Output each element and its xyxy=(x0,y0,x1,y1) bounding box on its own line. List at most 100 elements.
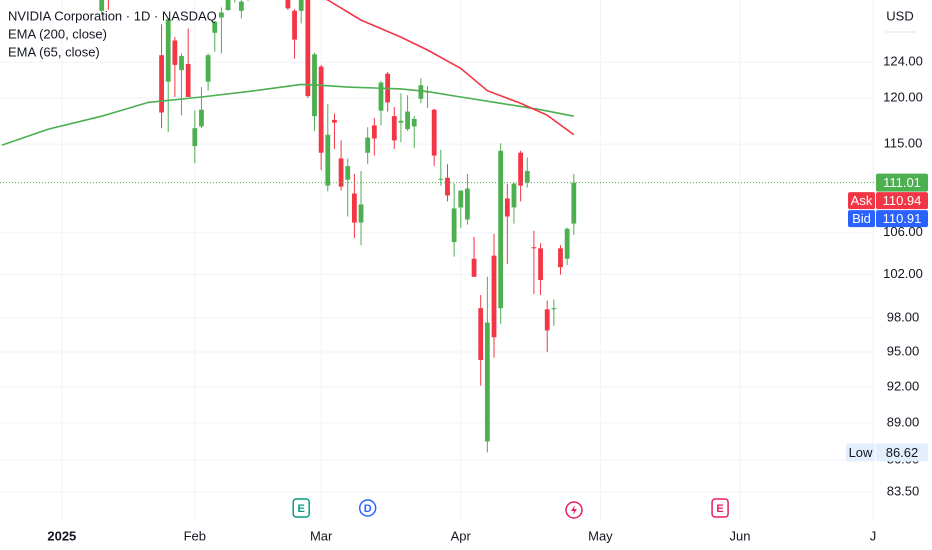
candle-body xyxy=(325,134,331,186)
quote-value: 110.94 xyxy=(883,193,922,208)
low-name: Low xyxy=(849,445,873,460)
candle-body xyxy=(212,21,218,33)
candle-body xyxy=(179,56,184,71)
candle-body xyxy=(498,150,504,309)
candle-body xyxy=(465,188,470,220)
grid xyxy=(0,0,875,520)
candle-body xyxy=(365,137,371,153)
last-price-badge xyxy=(876,173,928,192)
quote-tag xyxy=(848,210,875,228)
candle-body xyxy=(544,309,550,331)
candle-body xyxy=(445,177,450,196)
x-tick-label: 2025 xyxy=(47,528,76,543)
candle-body xyxy=(438,178,444,180)
candle-body xyxy=(99,0,105,11)
candle-body xyxy=(491,255,497,338)
quote-name: Bid xyxy=(852,211,871,226)
y-tick-label: 124.00 xyxy=(883,54,923,69)
quote-badge xyxy=(876,192,928,210)
candle-body xyxy=(411,118,417,127)
candle-body xyxy=(451,208,457,243)
candle-body xyxy=(185,63,191,97)
ema-line xyxy=(1,83,574,146)
overlay: 83.5086.0089.0092.0095.0098.00102.00106.… xyxy=(8,26,928,543)
event-label: D xyxy=(364,503,372,515)
y-tick-label: 102.00 xyxy=(883,266,923,281)
candle-body xyxy=(318,66,324,153)
candle-body xyxy=(172,40,178,65)
candle-body xyxy=(531,247,537,249)
chart-title: NVIDIA Corporation · 1D · NASDAQ xyxy=(8,8,217,23)
event-marker xyxy=(711,498,729,518)
candle-body xyxy=(305,0,311,97)
x-tick-label: Apr xyxy=(451,528,472,543)
candle-body xyxy=(199,109,204,127)
candle-body xyxy=(484,322,490,442)
candle-body xyxy=(292,10,297,40)
x-tick-label: Feb xyxy=(184,528,206,543)
y-tick-label: 95.00 xyxy=(887,343,920,358)
event-marker xyxy=(292,498,310,518)
x-tick-label: Mar xyxy=(310,528,333,543)
y-tick-label: 106.00 xyxy=(883,224,923,239)
y-tick-label: 89.00 xyxy=(887,414,920,429)
candle-body xyxy=(558,248,563,268)
y-tick-label: 120.00 xyxy=(883,89,923,104)
candle-body xyxy=(431,109,437,156)
candle-body xyxy=(405,111,410,130)
candle-body xyxy=(564,228,570,259)
event-label: E xyxy=(298,503,305,515)
candle-body xyxy=(192,128,198,147)
candle-body xyxy=(504,198,510,217)
candle-body xyxy=(358,204,364,223)
candle-body xyxy=(351,193,357,223)
candle-body xyxy=(205,55,211,82)
candle-body xyxy=(219,12,224,18)
quote-value: 110.91 xyxy=(883,211,922,226)
candle-body xyxy=(338,158,344,187)
y-tick-label: 98.00 xyxy=(887,310,920,325)
x-tick-label: Jun xyxy=(730,528,751,543)
candle-body xyxy=(391,116,397,141)
legend-label: EMA (200, close) xyxy=(8,26,107,41)
event-flash xyxy=(565,501,583,519)
candle-body xyxy=(471,258,477,277)
y-tick-label: 83.50 xyxy=(887,484,920,499)
candle-body xyxy=(165,19,171,82)
currency: USD xyxy=(886,8,913,23)
legend-label: EMA (65, close) xyxy=(8,44,100,59)
candle-body xyxy=(225,0,231,10)
candle-body xyxy=(551,308,557,310)
candle-body xyxy=(285,0,291,9)
low-value: 86.62 xyxy=(886,445,919,460)
y-tick-label: 115.00 xyxy=(884,136,923,151)
ema-line xyxy=(325,0,575,136)
candle-body xyxy=(159,55,164,113)
candle-body xyxy=(478,308,484,361)
low-tag xyxy=(846,443,875,462)
quote-badge xyxy=(876,210,928,228)
candle-body xyxy=(345,166,351,180)
candle-body xyxy=(298,0,304,11)
x-tick-label: J xyxy=(870,528,877,543)
candle-body xyxy=(398,120,404,123)
candle-body xyxy=(518,152,524,186)
quote-tag xyxy=(848,192,875,210)
candle-body xyxy=(378,82,384,111)
candle-body xyxy=(371,125,377,139)
event-label: E xyxy=(716,503,723,515)
candle-body xyxy=(571,182,577,224)
candle-body xyxy=(511,183,517,208)
low-badge xyxy=(876,443,928,462)
quote-name: Ask xyxy=(851,193,873,208)
candle-body xyxy=(458,190,464,208)
plot-area xyxy=(0,0,875,453)
candle-body xyxy=(238,1,244,11)
candle-body xyxy=(332,119,337,123)
candle-body xyxy=(538,248,543,280)
last-price-label: 111.01 xyxy=(883,175,921,190)
candle-body xyxy=(418,85,424,99)
candle-body xyxy=(524,170,530,183)
x-tick-label: May xyxy=(588,528,613,543)
